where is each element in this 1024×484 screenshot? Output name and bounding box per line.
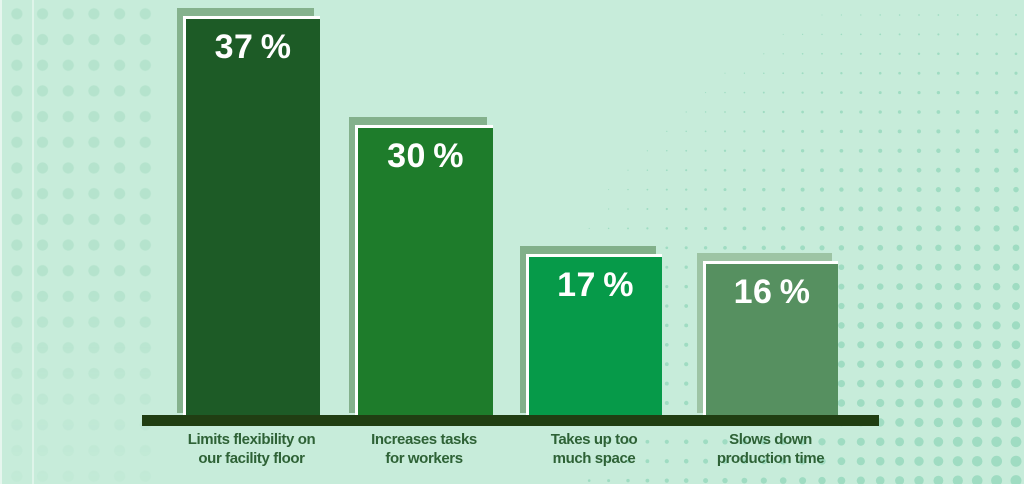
bar-value-label: 30 % xyxy=(387,137,464,175)
category-label-slows-production: Slows down production time xyxy=(716,431,825,467)
category-label-takes-up-space: Takes up too much space xyxy=(550,431,638,467)
bar-value-label: 17 % xyxy=(557,266,634,304)
bar-30-percent: 30 % xyxy=(355,125,493,421)
bar-value-label: 37 % xyxy=(214,28,292,66)
bar-37-percent: 37 % xyxy=(183,16,320,421)
x-axis-baseline xyxy=(142,415,879,426)
bar-value-label: 16 % xyxy=(733,273,811,311)
bar-16-percent: 16 % xyxy=(703,261,838,421)
left-dot-pattern xyxy=(0,0,158,484)
background-seam-line xyxy=(0,0,2,484)
background-seam-line xyxy=(32,0,34,484)
category-label-limits-flexibility: Limits flexibility on our facility floor xyxy=(187,431,316,467)
category-label-increases-tasks: Increases tasks for workers xyxy=(371,431,477,467)
bar-17-percent: 17 % xyxy=(526,254,662,421)
